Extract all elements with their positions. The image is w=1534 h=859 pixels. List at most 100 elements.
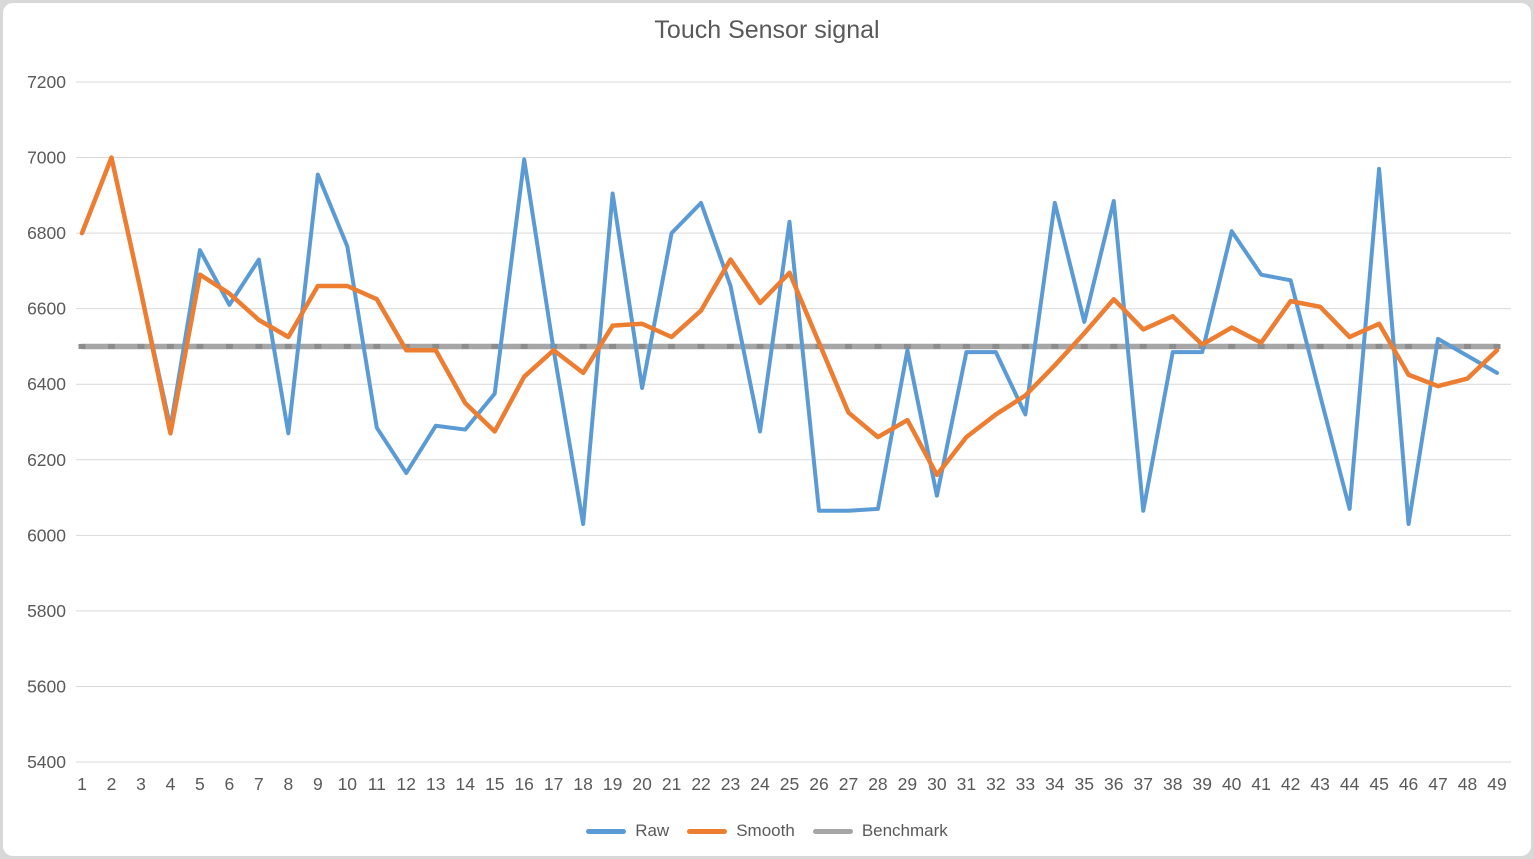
x-axis-label: 18 xyxy=(573,774,592,794)
chart-background xyxy=(3,3,1531,856)
x-axis-label: 43 xyxy=(1310,774,1329,794)
benchmark-marker xyxy=(1493,343,1501,349)
x-axis-label: 49 xyxy=(1487,774,1506,794)
benchmark-marker xyxy=(609,343,617,349)
x-axis-label: 16 xyxy=(514,774,533,794)
benchmark-marker xyxy=(756,343,764,349)
benchmark-marker xyxy=(373,343,381,349)
benchmark-marker xyxy=(78,343,86,349)
x-axis-label: 45 xyxy=(1369,774,1388,794)
benchmark-marker xyxy=(1139,343,1147,349)
x-axis-label: 31 xyxy=(957,774,976,794)
x-axis-label: 2 xyxy=(107,774,117,794)
x-axis-label: 39 xyxy=(1192,774,1211,794)
y-axis-label: 6600 xyxy=(27,299,66,319)
x-axis-label: 14 xyxy=(455,774,475,794)
benchmark-marker xyxy=(166,343,174,349)
x-axis-label: 11 xyxy=(368,774,386,794)
raw-series-line[interactable] xyxy=(80,155,1499,526)
x-axis-label: 40 xyxy=(1222,774,1242,794)
x-axis-label: 48 xyxy=(1458,774,1477,794)
benchmark-marker xyxy=(225,343,233,349)
benchmark-marker xyxy=(962,343,970,349)
benchmark-marker xyxy=(1375,343,1383,349)
x-axis-label: 37 xyxy=(1134,774,1153,794)
benchmark-marker xyxy=(579,343,587,349)
benchmark-marker xyxy=(727,343,735,349)
benchmark-marker xyxy=(1405,343,1413,349)
x-axis-label: 17 xyxy=(544,774,563,794)
benchmark-marker xyxy=(874,343,882,349)
benchmark-marker xyxy=(284,343,292,349)
legend-item-raw[interactable]: Raw xyxy=(586,821,669,841)
x-axis-label: 35 xyxy=(1075,774,1094,794)
benchmark-marker xyxy=(1464,343,1472,349)
y-axis-label: 6200 xyxy=(27,450,66,470)
x-axis-label: 20 xyxy=(632,774,652,794)
benchmark-marker xyxy=(196,343,204,349)
x-axis-label: 36 xyxy=(1104,774,1123,794)
legend-label-smooth: Smooth xyxy=(736,821,795,840)
y-axis-label: 5400 xyxy=(27,752,66,772)
legend-item-benchmark[interactable]: Benchmark xyxy=(812,821,948,841)
benchmark-marker xyxy=(255,343,263,349)
x-axis-label: 24 xyxy=(750,774,770,794)
x-axis-label: 28 xyxy=(868,774,887,794)
benchmark-marker xyxy=(1257,343,1265,349)
benchmark-marker xyxy=(1228,343,1236,349)
x-axis-label: 38 xyxy=(1163,774,1182,794)
x-axis-label: 25 xyxy=(780,774,799,794)
x-axis-label: 19 xyxy=(603,774,622,794)
y-axis-label: 6800 xyxy=(27,223,66,243)
x-axis-label: 1 xyxy=(77,774,87,794)
benchmark-marker xyxy=(992,343,1000,349)
x-axis-label: 30 xyxy=(927,774,947,794)
benchmark-marker xyxy=(697,343,705,349)
x-axis-label: 4 xyxy=(166,774,176,794)
x-axis-label: 22 xyxy=(691,774,710,794)
benchmark-marker xyxy=(107,343,115,349)
legend-item-smooth[interactable]: Smooth xyxy=(687,821,795,841)
legend: Raw Smooth Benchmark xyxy=(0,821,1534,841)
x-axis-label: 15 xyxy=(485,774,504,794)
x-axis-label: 34 xyxy=(1045,774,1065,794)
x-axis-label: 26 xyxy=(809,774,828,794)
x-axis-label: 33 xyxy=(1016,774,1035,794)
x-axis-label: 29 xyxy=(898,774,917,794)
benchmark-marker xyxy=(1110,343,1118,349)
benchmark-marker xyxy=(432,343,440,349)
x-axis-label: 41 xyxy=(1251,774,1270,794)
benchmark-marker xyxy=(491,343,499,349)
x-axis-label: 21 xyxy=(662,774,681,794)
raw-series-swatch xyxy=(586,828,627,834)
x-axis-label: 13 xyxy=(426,774,445,794)
benchmark-marker xyxy=(343,343,351,349)
benchmark-marker xyxy=(1169,343,1177,349)
x-axis-label: 46 xyxy=(1399,774,1418,794)
smooth-series-line[interactable] xyxy=(79,155,1500,478)
benchmark-marker xyxy=(520,343,528,349)
x-axis-label: 9 xyxy=(313,774,323,794)
benchmark-marker xyxy=(137,343,145,349)
benchmark-marker xyxy=(1051,343,1059,349)
benchmark-marker xyxy=(638,343,646,349)
y-axis-label: 7200 xyxy=(27,72,66,92)
x-axis-label: 44 xyxy=(1340,774,1360,794)
benchmark-marker xyxy=(461,343,469,349)
x-axis-label: 3 xyxy=(136,774,146,794)
legend-label-raw: Raw xyxy=(635,821,670,840)
benchmark-marker xyxy=(786,343,793,349)
benchmark-marker xyxy=(933,343,941,349)
benchmark-marker xyxy=(668,343,676,349)
y-axis-label: 6400 xyxy=(27,374,66,394)
x-axis-label: 32 xyxy=(986,774,1005,794)
y-axis-label: 6000 xyxy=(27,525,66,545)
y-axis-label: 5600 xyxy=(27,676,66,696)
y-axis-label: 7000 xyxy=(27,148,66,168)
y-axis-label: 5800 xyxy=(27,601,66,621)
x-axis-label: 10 xyxy=(338,774,358,794)
benchmark-marker xyxy=(1080,343,1088,349)
x-axis-label: 23 xyxy=(721,774,740,794)
benchmark-marker xyxy=(1346,343,1354,349)
